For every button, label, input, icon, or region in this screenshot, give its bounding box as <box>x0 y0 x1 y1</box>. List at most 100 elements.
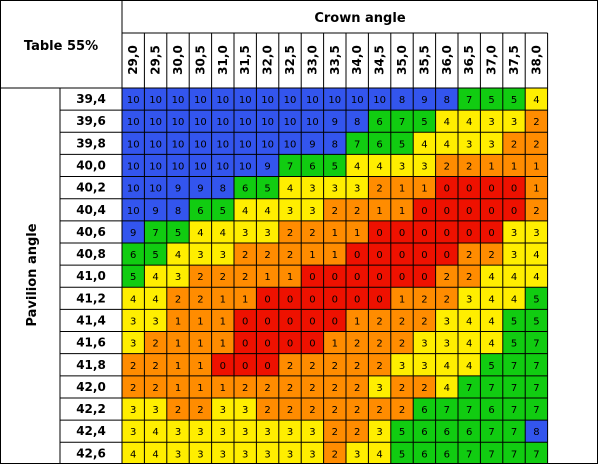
y-tick-label: 40,4 <box>76 203 106 217</box>
cell-value-label: 3 <box>264 228 270 239</box>
cell-value-label: 10 <box>216 117 229 128</box>
cell-value-label: 7 <box>488 449 494 460</box>
heatmap-cell <box>368 287 391 310</box>
cell-value-label: 0 <box>421 250 427 261</box>
heatmap-cell <box>234 110 257 133</box>
heatmap-cell <box>368 442 391 464</box>
cell-value-label: 3 <box>152 316 158 327</box>
heatmap-cell <box>234 331 257 354</box>
heatmap-cell <box>346 265 369 288</box>
cell-value-label: 1 <box>332 250 338 261</box>
cell-value-label: 4 <box>511 272 517 283</box>
y-tick-label: 41,8 <box>76 358 106 372</box>
heatmap-cell <box>525 176 548 199</box>
heatmap-cell <box>122 397 145 421</box>
heatmap-cell <box>278 287 302 310</box>
cell-value-label: 10 <box>261 95 274 106</box>
cell-value-label: 5 <box>533 294 539 305</box>
cell-value-label: 4 <box>220 228 226 239</box>
cell-value-label: 0 <box>309 272 315 283</box>
heatmap-cell <box>256 375 279 398</box>
heatmap-cell <box>413 132 436 155</box>
cell-value-label: 7 <box>354 139 360 150</box>
cell-value-label: 7 <box>533 383 539 394</box>
heatmap-cell <box>458 110 481 133</box>
heatmap-cell <box>256 397 279 421</box>
heatmap-cell <box>525 397 548 421</box>
chart-title: Table 55% <box>24 39 98 54</box>
cell-value-label: 4 <box>488 294 494 305</box>
heatmap-cell <box>166 397 190 421</box>
heatmap-cell <box>122 265 145 288</box>
cell-value-label: 3 <box>264 427 270 438</box>
cell-value-label: 7 <box>152 228 158 239</box>
heatmap-cell <box>413 265 436 288</box>
cell-value-label: 7 <box>488 427 494 438</box>
heatmap-cell <box>368 110 391 133</box>
cell-value-label: 4 <box>444 361 450 372</box>
heatmap-cell <box>525 353 548 376</box>
heatmap-cell <box>189 397 212 421</box>
heatmap-cell <box>458 220 481 243</box>
cell-value-label: 0 <box>399 250 405 261</box>
cell-value-label: 2 <box>444 161 450 172</box>
cell-value-label: 2 <box>332 427 338 438</box>
y-tick-label: 40,0 <box>76 158 106 172</box>
cell-value-label: 6 <box>130 250 136 261</box>
heatmap-cell <box>166 242 190 266</box>
heatmap-cell <box>166 198 190 221</box>
heatmap-cell <box>211 242 234 266</box>
cell-value-label: 10 <box>239 117 252 128</box>
heatmap-cell <box>323 331 346 354</box>
heatmap-cell <box>480 110 503 133</box>
heatmap-cell <box>144 242 167 266</box>
heatmap-cell <box>278 375 302 398</box>
cell-value-label: 8 <box>399 95 405 106</box>
heatmap-cell <box>323 220 346 243</box>
heatmap-cell <box>122 88 145 111</box>
cell-value-label: 4 <box>242 206 248 217</box>
heatmap-cell <box>502 397 526 421</box>
heatmap-cell <box>234 420 257 443</box>
heatmap-cell <box>390 220 414 243</box>
heatmap-cell <box>301 309 324 332</box>
heatmap-cell <box>278 242 302 266</box>
cell-value-label: 0 <box>466 206 472 217</box>
cell-value-label: 10 <box>239 139 252 150</box>
cell-value-label: 4 <box>444 139 450 150</box>
heatmap-cell <box>189 132 212 155</box>
cell-value-label: 1 <box>220 339 226 350</box>
cell-value-label: 3 <box>309 184 315 195</box>
cell-value-label: 10 <box>239 95 252 106</box>
cell-value-label: 4 <box>466 117 472 128</box>
heatmap-cell <box>166 309 190 332</box>
heatmap-cell <box>189 110 212 133</box>
heatmap-cell <box>525 287 548 310</box>
heatmap-cell <box>189 309 212 332</box>
heatmap-cell <box>278 331 302 354</box>
cell-value-label: 1 <box>533 184 539 195</box>
heatmap-cell <box>122 132 145 155</box>
cell-value-label: 10 <box>149 184 162 195</box>
cell-value-label: 4 <box>488 316 494 327</box>
heatmap-cell <box>211 110 234 133</box>
heatmap-cell <box>458 154 481 177</box>
cell-value-label: 5 <box>533 316 539 327</box>
heatmap-cell <box>458 265 481 288</box>
cell-value-label: 2 <box>152 383 158 394</box>
cell-value-label: 0 <box>399 272 405 283</box>
cell-value-label: 4 <box>287 184 293 195</box>
cell-value-label: 10 <box>306 95 319 106</box>
y-tick-label: 40,2 <box>76 181 106 195</box>
cell-value-label: 0 <box>332 294 338 305</box>
heatmap-cell <box>480 88 503 111</box>
cell-value-label: 0 <box>242 339 248 350</box>
heatmap-cell <box>323 242 346 266</box>
cell-value-label: 1 <box>197 339 203 350</box>
heatmap-cell <box>323 420 346 443</box>
heatmap-cell <box>502 132 526 155</box>
cell-value-label: 2 <box>444 272 450 283</box>
heatmap-cell <box>368 309 391 332</box>
heatmap-cell <box>278 154 302 177</box>
